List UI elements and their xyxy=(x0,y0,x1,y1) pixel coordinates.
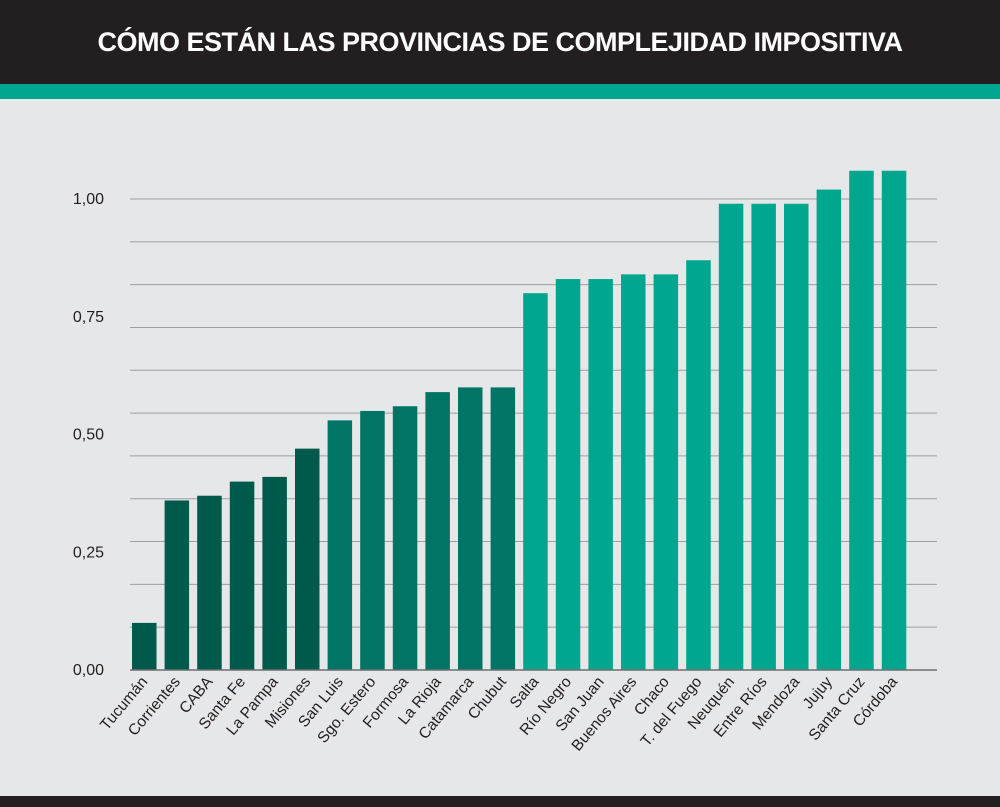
bar-chubut xyxy=(490,387,516,670)
bar-t-del-fuego xyxy=(686,260,711,670)
bar-chaco xyxy=(653,274,679,670)
bar-río-negro xyxy=(555,279,581,670)
accent-bar xyxy=(0,84,1000,99)
bar-tucumán xyxy=(132,622,157,670)
y-axis-ticks: 0,00 0,25 0,50 0,75 1,00 xyxy=(73,191,104,679)
bar-corrientes xyxy=(164,500,190,670)
bar-córdoba xyxy=(881,170,907,671)
bar-san-luis xyxy=(327,420,353,670)
bar-jujuy xyxy=(816,189,842,670)
bar-san-juan xyxy=(588,279,613,670)
bar-entre-ríos xyxy=(751,203,776,670)
bar-catamarca xyxy=(458,387,483,670)
y-tick-label: 1,00 xyxy=(73,191,104,208)
y-tick-label: 0,75 xyxy=(73,309,104,326)
bar-mendoza xyxy=(784,203,809,670)
bar-santa-fe xyxy=(229,481,255,670)
bar-la-rioja xyxy=(425,392,450,670)
bar-buenos-aires xyxy=(621,274,646,670)
header-bar: CÓMO ESTÁN LAS PROVINCIAS DE COMPLEJIDAD… xyxy=(0,0,1000,84)
y-tick-label: 0,00 xyxy=(73,662,104,679)
bar-sgo-estero xyxy=(360,410,385,670)
bar-misiones xyxy=(295,448,320,670)
chart-title: CÓMO ESTÁN LAS PROVINCIAS DE COMPLEJIDAD… xyxy=(97,26,903,57)
bar-caba xyxy=(197,495,222,670)
bar-neuquén xyxy=(718,203,744,670)
bottom-bar xyxy=(0,796,1000,807)
bars xyxy=(132,170,907,671)
bar-salta xyxy=(523,293,548,670)
bar-formosa xyxy=(392,406,418,670)
bar-la-pampa xyxy=(262,476,287,670)
y-tick-label: 0,50 xyxy=(73,427,104,444)
bar-santa-cruz xyxy=(849,170,874,671)
y-tick-label: 0,25 xyxy=(73,544,104,561)
